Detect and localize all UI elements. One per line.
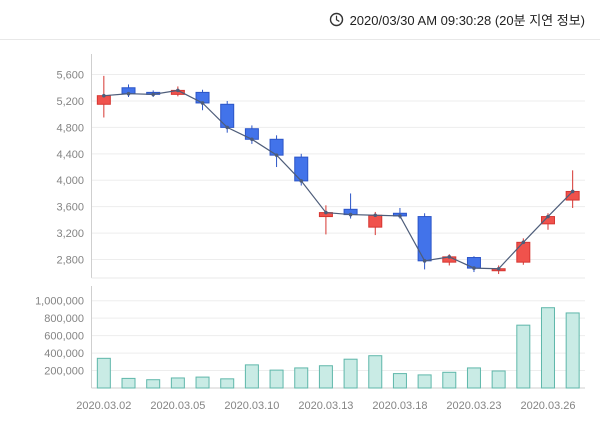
volume-axis-labels: 1,000,000 800,000 600,000 400,000 200,000 <box>35 296 84 378</box>
close-marker <box>151 92 155 97</box>
volume-bar <box>442 371 457 389</box>
volume-bar <box>195 376 210 389</box>
delayed-quote-timestamp: 2020/03/30 AM 09:30:28 (20분 지연 정보) <box>349 13 585 28</box>
x-axis-label: 2020.03.10 <box>224 400 279 412</box>
close-marker <box>546 214 550 219</box>
volume-bars <box>96 307 580 389</box>
x-axis-label: 2020.03.23 <box>446 400 501 412</box>
volume-bar <box>269 369 284 389</box>
close-marker <box>447 255 452 259</box>
close-marker <box>324 210 328 215</box>
volume-bar <box>466 367 481 389</box>
close-marker <box>126 91 131 96</box>
volume-bar <box>121 377 136 389</box>
chart-canvas: 5,600 5,200 4,800 4,400 4,000 3,600 3,200 2,800… <box>35 54 585 412</box>
volume-tick-label: 800,000 <box>44 313 84 325</box>
price-tick-label: 5,200 <box>56 96 84 108</box>
volume-tick-label: 400,000 <box>44 348 84 360</box>
x-axis-label: 2020.03.18 <box>372 400 427 412</box>
volume-bar <box>343 358 358 389</box>
close-marker <box>472 266 476 270</box>
volume-bar <box>170 377 185 389</box>
close-marker <box>299 179 304 183</box>
x-axis-label: 2020.03.13 <box>298 400 353 412</box>
price-tick-label: 4,400 <box>56 149 84 161</box>
price-tick-label: 5,600 <box>56 70 84 82</box>
price-tick-label: 3,200 <box>56 228 84 240</box>
price-tick-label: 4,800 <box>56 122 84 134</box>
close-marker <box>225 125 230 130</box>
volume-bar <box>565 312 580 389</box>
price-axis-labels: 5,600 5,200 4,800 4,400 4,000 3,600 3,200 2,800 <box>56 70 84 267</box>
price-tick-label: 2,800 <box>56 255 84 267</box>
clock-icon <box>329 12 344 27</box>
candle-body <box>294 156 309 182</box>
volume-bar <box>368 355 383 389</box>
close-marker <box>176 88 180 93</box>
x-axis-label: 2020.03.02 <box>76 400 131 412</box>
close-marker <box>200 101 205 105</box>
price-tick-label: 4,000 <box>56 175 84 187</box>
close-price-line <box>102 88 575 271</box>
x-axis-labels: 2020.03.02 2020.03.05 2020.03.10 2020.03.13… <box>76 400 575 412</box>
candles <box>96 75 580 275</box>
gridlines <box>91 74 585 372</box>
x-axis-label: 2020.03.26 <box>520 400 575 412</box>
volume-bar <box>540 307 555 389</box>
volume-bar <box>392 373 407 389</box>
volume-tick-label: 1,000,000 <box>35 296 84 308</box>
axes <box>91 54 585 389</box>
close-marker <box>521 240 526 245</box>
x-axis-label: 2020.03.05 <box>150 400 205 412</box>
candle-body <box>220 103 235 128</box>
price-tick-label: 3,600 <box>56 202 84 214</box>
close-marker <box>496 266 501 271</box>
close-marker <box>373 213 378 218</box>
close-marker <box>422 259 427 263</box>
volume-bar <box>516 324 531 389</box>
volume-tick-label: 600,000 <box>44 331 84 343</box>
volume-bar <box>244 364 259 389</box>
volume-bar <box>96 357 111 389</box>
volume-bar <box>491 370 506 389</box>
candle-body <box>516 241 531 263</box>
volume-bar <box>146 379 161 389</box>
volume-bar <box>318 365 333 389</box>
header: 2020/03/30 AM 09:30:28 (20분 지연 정보) <box>0 0 600 40</box>
stock-chart: 5,600 5,200 4,800 4,400 4,000 3,600 3,200 2,800… <box>0 40 600 437</box>
volume-bar <box>417 374 432 389</box>
close-marker <box>102 93 106 98</box>
close-marker <box>274 153 279 157</box>
candle-body <box>417 216 432 262</box>
volume-bar <box>220 378 235 389</box>
close-marker <box>398 214 402 218</box>
volume-tick-label: 200,000 <box>44 366 84 378</box>
close-marker <box>348 212 353 217</box>
volume-bar <box>294 367 309 389</box>
close-marker <box>250 137 254 142</box>
close-marker <box>570 189 575 194</box>
